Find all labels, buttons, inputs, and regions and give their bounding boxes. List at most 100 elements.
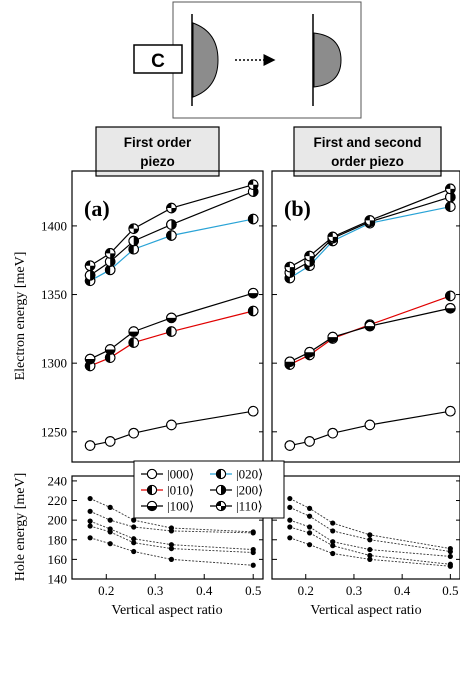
- legend-marker: [146, 500, 158, 512]
- data-point: [87, 535, 93, 541]
- ytick-label: 240: [48, 473, 68, 488]
- data-point: [287, 524, 293, 530]
- data-point: [128, 223, 140, 234]
- data-point: [131, 548, 137, 555]
- xlabel-left: Vertical aspect ratio: [111, 603, 222, 618]
- data-point: [367, 556, 373, 562]
- series-line-d-2: [289, 519, 451, 557]
- data-point: [327, 427, 339, 439]
- plot-layer: 1250 1300 1350 1400 140 160 180 200 220 240 0.2 0.3…: [41, 179, 460, 598]
- panel-c-plot: 140 160 180 200 220 240 0.2 0.3 0.4 0.5: [48, 473, 263, 598]
- panel-a-plot: 1250 1300 1350 1400: [41, 179, 263, 451]
- data-point: [287, 504, 293, 510]
- ytick-label: 220: [48, 493, 68, 508]
- data-point: [247, 287, 259, 299]
- legend-marker: [215, 468, 227, 480]
- title-bar-left: First order piezo: [95, 126, 220, 177]
- xtick-label: 0.3: [346, 583, 362, 598]
- data-point: [247, 305, 259, 317]
- xtick-label: 0.5: [442, 583, 458, 598]
- ytick-label: 1350: [41, 287, 67, 302]
- series-line-c-0: [89, 498, 254, 533]
- data-point: [84, 440, 96, 451]
- panel-b-plot: [272, 183, 460, 451]
- ytick-label: 160: [48, 552, 68, 567]
- data-point: [84, 353, 96, 365]
- data-point: [166, 326, 177, 337]
- legend-marker: [146, 468, 158, 480]
- dome-shaped-dot-icon: [313, 32, 342, 88]
- data-point: [330, 550, 336, 557]
- data-point: [166, 202, 177, 214]
- data-point: [307, 542, 313, 548]
- data-point: [287, 517, 293, 523]
- schematic-label-box: [133, 44, 183, 74]
- data-point: [367, 537, 373, 543]
- legend-label: |000⟩: [167, 467, 194, 482]
- data-point: [307, 524, 313, 530]
- xlabel-right: Vertical aspect ratio: [310, 603, 421, 618]
- data-point: [84, 270, 96, 281]
- data-point: [87, 495, 93, 502]
- legend-entry: |100⟩: [141, 499, 194, 514]
- xtick-label: 0.5: [245, 583, 261, 598]
- xtick-label: 0.4: [196, 583, 213, 598]
- data-point: [445, 191, 456, 203]
- panel-d-frame: [271, 475, 460, 580]
- data-point: [307, 505, 313, 511]
- legend-marker: [146, 484, 158, 496]
- data-point: [247, 213, 259, 225]
- legend-label: |010⟩: [167, 483, 194, 498]
- ytick-label: 140: [48, 572, 68, 587]
- xtick-label: 0.2: [98, 583, 114, 598]
- xtick-label: 0.3: [147, 583, 163, 598]
- data-point: [367, 532, 373, 538]
- legend-entry: |110⟩: [210, 499, 263, 514]
- schematic: C: [133, 1, 362, 119]
- data-point: [367, 552, 373, 559]
- title-bar-left-line2: piezo: [140, 154, 175, 169]
- legend-entry: |000⟩: [141, 467, 194, 482]
- data-point: [107, 504, 113, 510]
- data-point: [307, 513, 313, 519]
- data-point: [447, 553, 453, 560]
- data-point: [250, 530, 256, 536]
- data-point: [104, 344, 116, 355]
- lens-shaped-dot-icon: [192, 22, 219, 98]
- data-point: [304, 436, 315, 447]
- hole-energy-ylabel: Hole energy [meV]: [13, 473, 28, 582]
- data-point: [364, 419, 376, 431]
- data-point: [284, 261, 296, 273]
- data-point: [247, 179, 259, 191]
- data-point: [447, 563, 453, 569]
- data-point: [166, 219, 177, 230]
- data-point: [128, 427, 140, 439]
- panel-d-plot: 0.2 0.3 0.4 0.5: [272, 480, 460, 598]
- xtick-label: 0.4: [394, 583, 411, 598]
- legend-entry: |020⟩: [210, 467, 263, 482]
- data-point: [330, 543, 336, 549]
- data-point: [364, 320, 376, 332]
- data-point: [166, 312, 177, 324]
- data-point: [107, 529, 113, 535]
- data-point: [304, 346, 315, 358]
- data-point: [128, 326, 140, 337]
- data-point: [87, 523, 93, 529]
- data-point: [445, 290, 456, 302]
- data-point: [87, 508, 93, 514]
- data-point: [131, 517, 137, 523]
- legend-label: |200⟩: [236, 483, 263, 498]
- xtick-label: 0.2: [298, 583, 314, 598]
- data-point: [287, 495, 293, 502]
- data-point: [250, 549, 256, 556]
- data-point: [445, 183, 456, 195]
- data-point: [367, 546, 373, 553]
- data-point: [131, 524, 137, 530]
- data-point: [250, 562, 256, 568]
- data-point: [330, 520, 336, 526]
- title-bar-left-line1: First order: [124, 135, 192, 150]
- electron-energy-ylabel: Electron energy [meV]: [13, 252, 28, 381]
- legend-marker: [215, 484, 227, 496]
- data-point: [107, 541, 113, 547]
- data-point: [104, 248, 116, 259]
